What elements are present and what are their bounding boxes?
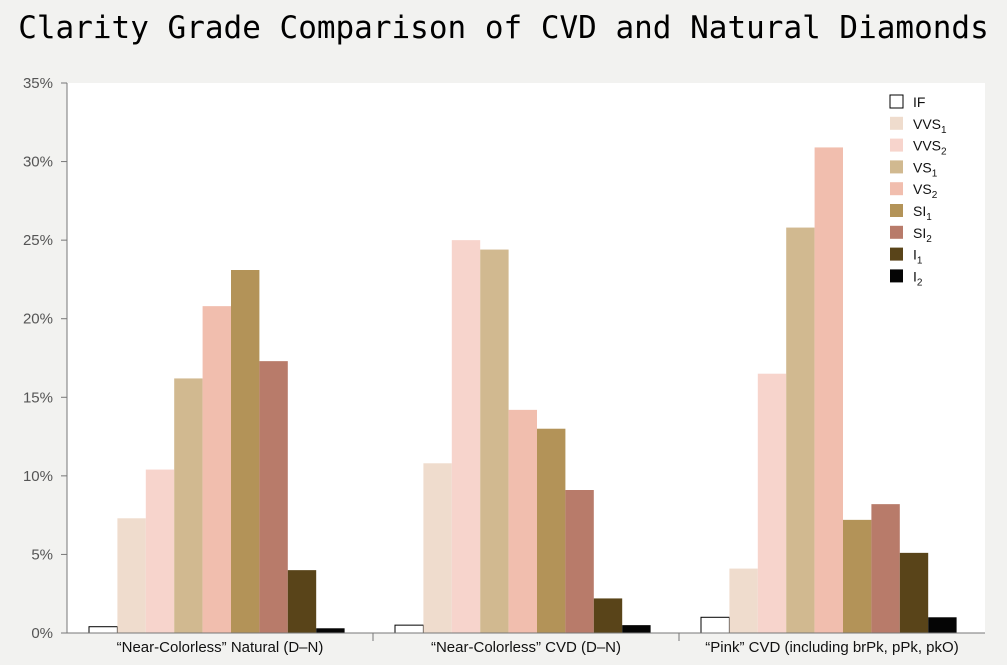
- bar: [88, 626, 118, 634]
- y-tick-label: 15%: [23, 389, 53, 406]
- bar: [394, 624, 424, 634]
- bar: [316, 628, 345, 633]
- y-tick-label: 25%: [23, 232, 53, 249]
- bar: [202, 306, 231, 633]
- bar: [622, 625, 651, 633]
- y-tick-label: 35%: [23, 75, 53, 92]
- bar: [259, 361, 288, 633]
- legend-swatch: [890, 138, 903, 152]
- bar: [231, 270, 260, 633]
- bar: [700, 616, 730, 634]
- bar: [757, 373, 787, 633]
- bar: [117, 518, 146, 633]
- bar: [287, 570, 317, 633]
- x-category-label: “Near-Colorless” Natural (D–N): [117, 639, 324, 656]
- bar: [814, 147, 843, 633]
- y-tick-label: 30%: [23, 154, 53, 171]
- legend-label: VS1: [913, 159, 938, 179]
- bar: [871, 504, 900, 633]
- y-tick-label: 20%: [23, 311, 53, 328]
- legend-label: I2: [913, 268, 923, 288]
- legend-label: VS2: [913, 181, 938, 201]
- y-tick-label: 0%: [31, 625, 53, 642]
- x-category-label: “Pink” CVD (including brPk, pPk, pkO): [705, 639, 958, 656]
- bar: [899, 552, 929, 633]
- x-axis-labels: “Near-Colorless” Natural (D–N) “Near-Colo…: [117, 633, 959, 656]
- legend-label: IF: [913, 94, 925, 110]
- bar: [565, 490, 594, 633]
- chart-title: Clarity Grade Comparison of CVD and Natu…: [18, 10, 989, 46]
- bars-group: [88, 147, 957, 634]
- bar: [928, 617, 957, 633]
- legend-label: SI1: [913, 203, 932, 223]
- y-tick-label: 5%: [31, 546, 53, 563]
- legend-swatch: [890, 160, 903, 174]
- bar: [508, 409, 537, 633]
- x-category-label: “Near-Colorless” CVD (D–N): [431, 639, 621, 656]
- legend-swatch: [890, 116, 903, 130]
- bar: [593, 598, 623, 633]
- y-axis-ticks: 0% 5% 10% 15% 20% 25% 30% 35%: [23, 75, 67, 642]
- legend-swatch: [890, 247, 903, 261]
- bar: [451, 240, 481, 633]
- bar: [145, 469, 175, 633]
- bar: [174, 378, 203, 633]
- legend-swatch: [890, 182, 903, 196]
- legend-label: VVS1: [913, 116, 947, 136]
- legend-swatch: [889, 94, 904, 109]
- legend-label: I1: [913, 247, 923, 267]
- legend-swatch: [890, 204, 903, 217]
- bar: [843, 519, 872, 633]
- legend-label: SI2: [913, 225, 932, 245]
- legend-swatch: [890, 225, 903, 239]
- y-tick-label: 10%: [23, 468, 53, 485]
- bar: [423, 463, 452, 633]
- bar: [480, 249, 509, 634]
- bar: [537, 428, 566, 633]
- legend-swatch: [890, 269, 903, 283]
- legend-label: VVS2: [913, 138, 947, 158]
- bar: [729, 568, 758, 633]
- bar: [786, 227, 815, 634]
